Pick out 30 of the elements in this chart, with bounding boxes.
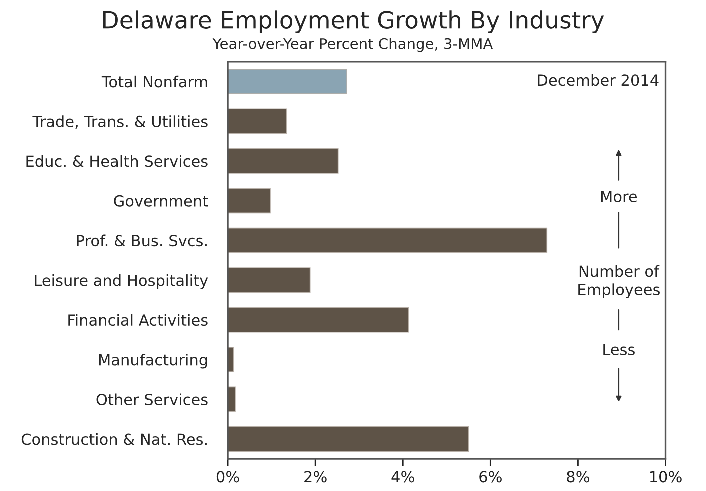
y-tick-label: Leisure and Hospitality [35,274,208,290]
y-tick-label: Financial Activities [68,314,208,326]
bar [228,108,288,134]
x-tick-label: 2% [304,471,327,483]
bar [228,68,348,94]
bar [228,268,311,294]
chart-subtitle: Year-over-Year Percent Change, 3-MMA [212,38,494,52]
x-tick-label: 8% [567,471,590,483]
bar [228,228,548,254]
annotation: Less [604,344,635,356]
y-tick-label: Trade, Trans. & Utilities [32,116,208,130]
y-tick-label: Manufacturing [99,354,208,369]
x-tick-label: 4% [392,471,414,483]
y-tick-label: Construction & Nat. Res. [22,433,207,446]
y-tick-label: Prof. & Bus. Svcs. [77,234,207,247]
x-tick-label: 0% [216,471,240,483]
bar [228,148,339,174]
annotation: More [601,191,638,203]
y-tick-label: Total Nonfarm [102,76,208,88]
y-tick-label: Government [114,195,208,207]
y-tick-label: Other Services [96,394,208,406]
y-tick-label: Educ. & Health Services [26,155,208,168]
chart-title: Delaware Employment Growth By Industry [104,10,604,34]
annotation: Number of Employees [578,265,660,298]
bar [228,426,470,452]
x-tick-label: 10% [650,471,682,483]
bar [228,188,271,214]
annotation: December 2014 [538,74,659,86]
x-tick-label: 6% [480,471,502,483]
bar [228,307,410,333]
